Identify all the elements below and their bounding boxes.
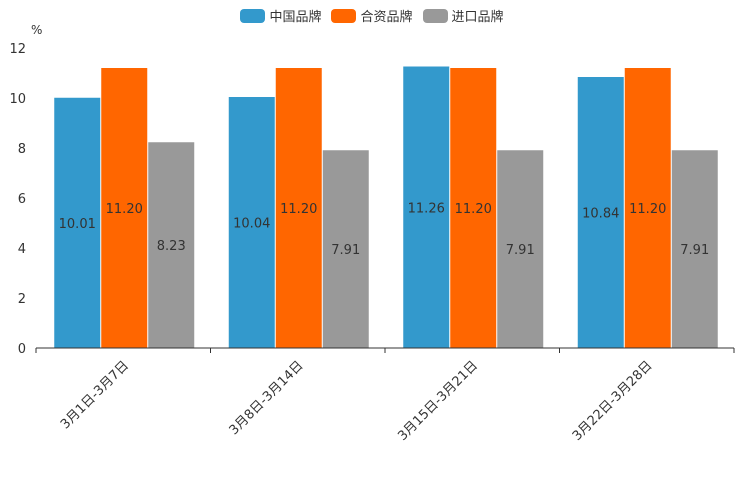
bar-value-label: 11.20 — [280, 202, 317, 217]
legend-label-china-brand: 中国品牌 — [269, 10, 322, 25]
bar-joint-venture-brand[interactable] — [275, 68, 322, 348]
y-axis: 0 2 4 6 8 10 12 — [9, 42, 26, 357]
bar-joint-venture-brand[interactable] — [101, 68, 148, 348]
legend-swatch-joint-venture-brand — [331, 8, 357, 23]
bar-value-label: 11.20 — [455, 202, 492, 217]
y-tick-label: 2 — [18, 292, 26, 307]
bar-import-brand[interactable] — [497, 150, 544, 348]
bar-value-label: 8.23 — [157, 239, 186, 254]
x-axis: 3月1日-3月7日 3月8日-3月14日 3月15日-3月21日 3月22日-3月28… — [35, 348, 735, 444]
x-tick-label: 3月22日-3月28日 — [570, 358, 656, 444]
bar-import-brand[interactable] — [148, 142, 195, 348]
legend-item-import-brand[interactable]: 进口品牌 — [422, 6, 504, 25]
chart-legend: 中国品牌 合资品牌 进口品牌 — [0, 6, 744, 25]
legend-label-joint-venture-brand: 合资品牌 — [360, 10, 413, 25]
bar-value-label: 10.04 — [233, 217, 270, 232]
x-tick-label: 3月1日-3月7日 — [58, 358, 132, 432]
y-tick-label: 8 — [18, 142, 26, 157]
legend-swatch-china-brand — [240, 8, 266, 23]
y-tick-label: 6 — [18, 192, 26, 207]
bar-china-brand[interactable] — [54, 97, 101, 348]
legend-item-china-brand[interactable]: 中国品牌 — [240, 6, 321, 25]
bar-value-label: 10.84 — [582, 207, 619, 222]
bar-import-brand[interactable] — [322, 150, 369, 348]
bar-china-brand[interactable] — [577, 77, 624, 348]
x-tick-label: 3月8日-3月14日 — [227, 358, 307, 438]
y-tick-label: 10 — [9, 92, 26, 107]
bar-import-brand[interactable] — [671, 150, 718, 348]
y-tick-label: 12 — [9, 42, 26, 57]
legend-swatch-import-brand — [422, 8, 448, 23]
legend-item-joint-venture-brand[interactable]: 合资品牌 — [331, 6, 413, 25]
bar-value-label: 7.91 — [680, 243, 709, 258]
y-axis-unit-label: % — [31, 23, 42, 37]
bar-value-label: 10.01 — [59, 217, 96, 232]
y-tick-label: 4 — [18, 242, 26, 257]
bar-joint-venture-brand[interactable] — [450, 68, 497, 348]
bar-value-label: 11.20 — [629, 202, 666, 217]
bar-value-label: 11.26 — [408, 201, 445, 216]
bar-value-label: 7.91 — [331, 243, 360, 258]
bar-value-label: 11.20 — [106, 202, 143, 217]
y-tick-label: 0 — [18, 342, 26, 357]
bar-joint-venture-brand[interactable] — [624, 68, 671, 348]
legend-label-import-brand: 进口品牌 — [451, 10, 504, 25]
bar-value-label: 7.91 — [506, 243, 535, 258]
bars-group: 10.01 11.20 8.23 10.04 11.20 7.91 11.26 11.20 7.… — [54, 66, 718, 349]
bar-china-brand[interactable] — [403, 66, 450, 349]
bar-china-brand[interactable] — [228, 97, 275, 348]
x-tick-label: 3月15日-3月21日 — [395, 358, 481, 444]
